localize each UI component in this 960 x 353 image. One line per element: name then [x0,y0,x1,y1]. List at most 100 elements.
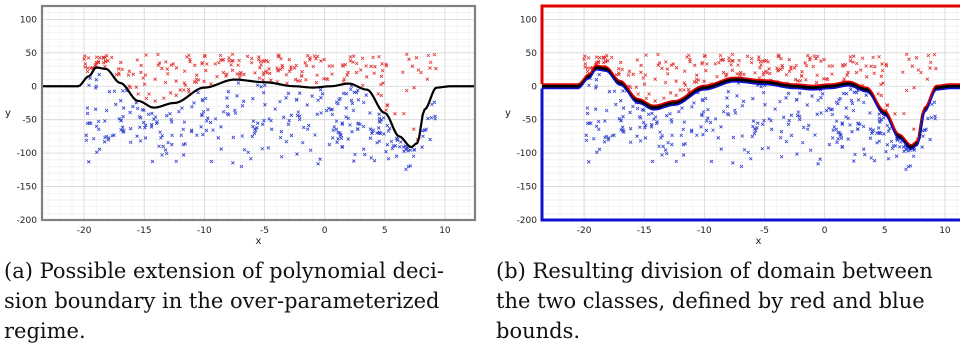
point-red [284,72,289,77]
point-blue [348,87,353,92]
point-blue [260,146,265,151]
point-red [86,56,91,60]
point-blue [260,122,265,127]
point-blue [826,106,831,111]
point-red [266,60,270,64]
point-red [153,77,157,81]
point-blue [297,91,302,95]
point-red [656,52,660,57]
point-blue [733,108,737,113]
point-blue [726,89,731,94]
point-red [213,62,218,66]
caption-a-line-2: sion boundary in the over-parameterized [4,289,440,313]
point-blue [406,164,411,169]
point-blue [820,92,825,96]
point-blue [649,125,654,129]
point-red [82,57,86,61]
point-red [803,61,808,65]
point-blue [850,129,854,134]
point-blue [143,123,148,128]
point-blue [751,96,755,101]
point-blue [846,137,850,141]
point-blue [251,124,255,129]
point-red [841,64,845,69]
point-red [683,83,688,88]
point-blue [906,149,910,153]
point-blue [402,149,406,154]
point-blue [263,102,267,107]
point-red [379,93,384,98]
point-blue [789,133,794,138]
point-red [371,55,375,60]
point-blue [96,119,101,124]
point-blue [594,150,599,155]
point-red [674,93,678,98]
point-red [792,66,797,70]
point-blue [585,106,590,110]
point-red [267,67,271,71]
point-blue [911,154,916,159]
point-blue [348,123,352,127]
point-blue [670,133,674,138]
point-blue [704,119,709,123]
point-blue [808,148,813,153]
point-blue [146,112,151,117]
point-red [910,64,915,68]
point-red [704,68,708,73]
point-blue [933,114,937,119]
point-red [217,60,221,65]
point-red [766,60,770,64]
point-red [330,64,335,68]
point-blue [796,110,801,114]
point-blue [330,107,335,112]
point-red [879,82,883,87]
point-blue [203,96,208,101]
point-blue [104,134,109,139]
point-red [705,62,709,66]
point-blue [385,123,390,128]
point-red [267,71,272,76]
point-red [300,69,304,74]
point-blue [700,97,705,102]
point-red [369,64,373,69]
point-blue [620,125,625,129]
point-blue [385,143,390,147]
point-blue [701,109,706,114]
point-blue [84,138,89,143]
y-tick-label: 50 [526,49,538,59]
point-blue [93,86,98,90]
point-red [404,52,409,57]
point-red [135,58,140,62]
point-blue [928,137,932,142]
point-blue [355,127,360,131]
point-blue [834,127,839,132]
point-blue [326,106,331,111]
point-blue [855,127,860,131]
point-blue [261,90,266,95]
point-blue [893,144,898,148]
point-red [194,80,199,85]
point-blue [166,140,170,145]
point-blue [225,104,230,109]
point-blue [741,99,746,104]
point-red [171,62,176,66]
point-blue [181,142,186,147]
point-red [682,88,686,92]
point-blue [902,149,906,154]
x-tick-label: -20 [577,226,592,236]
point-red [643,73,648,77]
point-red [324,77,329,81]
point-red [767,67,771,71]
point-blue [84,133,89,138]
point-blue [330,136,335,140]
point-red [848,59,853,63]
point-red [277,54,282,58]
point-red [594,60,599,65]
point-red [758,65,762,70]
point-red [729,62,733,67]
point-red [109,55,114,60]
point-red [304,63,309,68]
point-blue [612,133,616,137]
point-blue [403,144,408,148]
point-red [872,71,877,76]
